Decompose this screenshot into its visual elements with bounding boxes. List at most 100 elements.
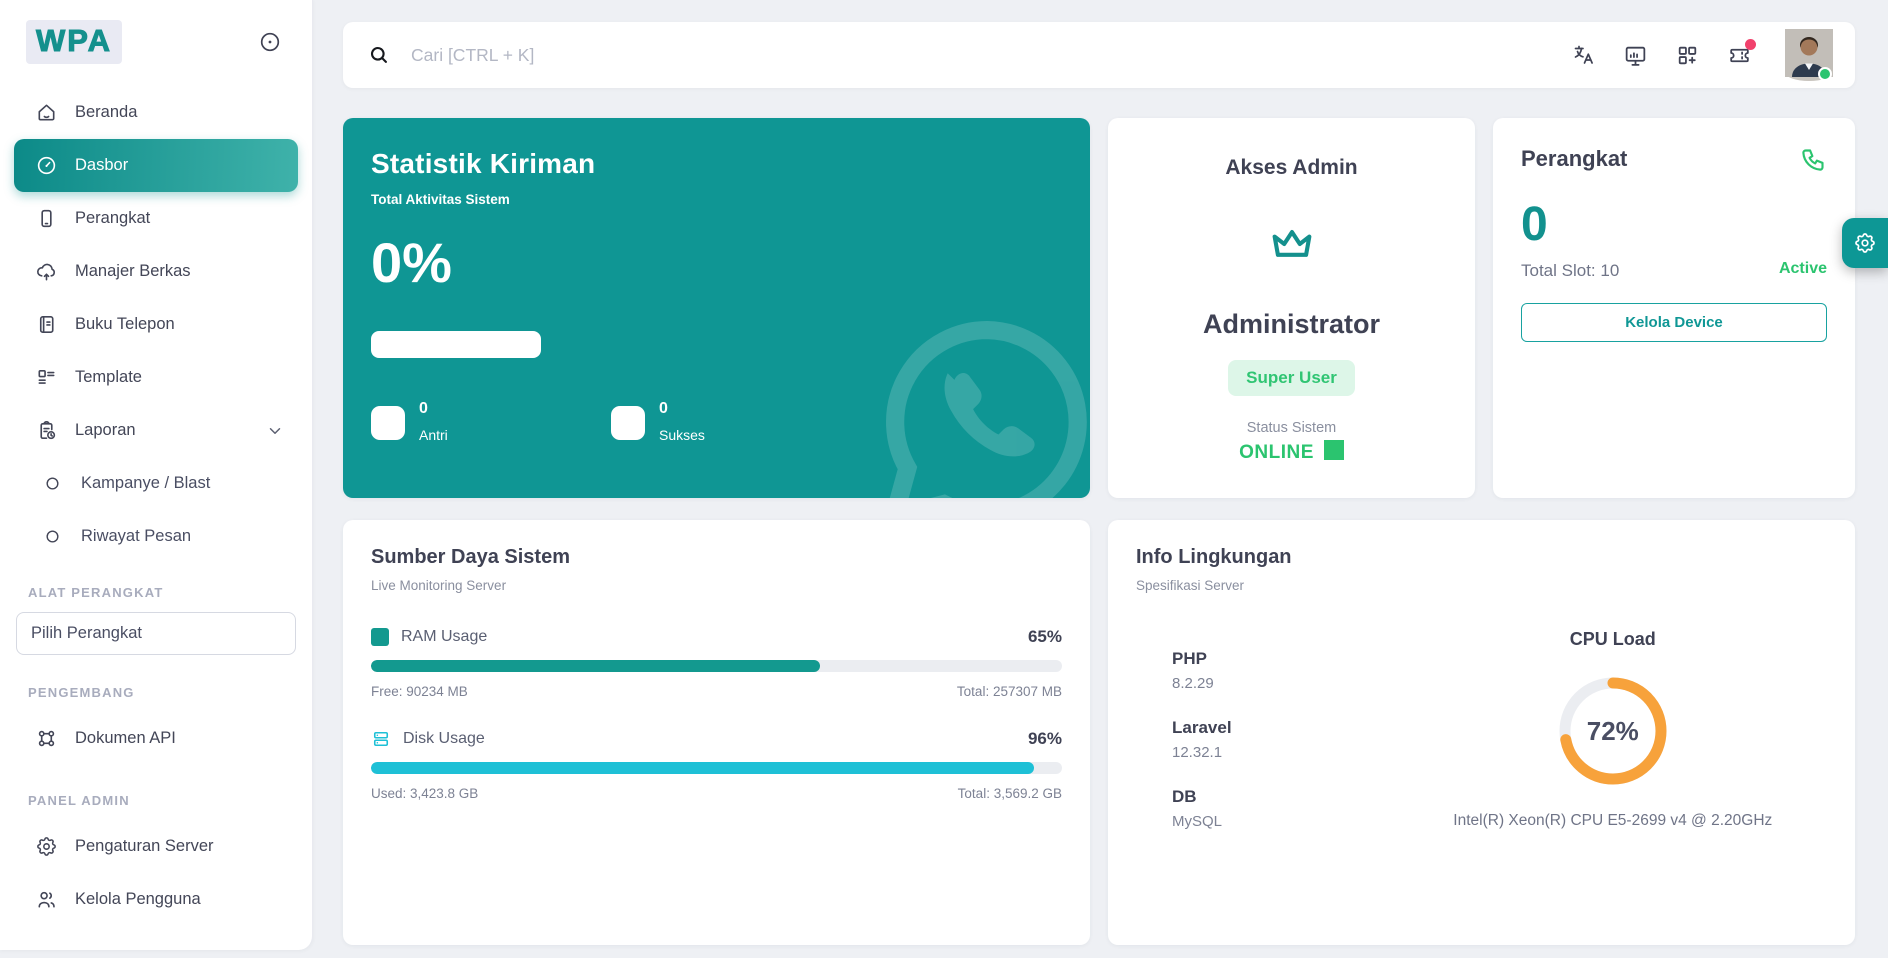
- ram-percent: 65%: [1027, 627, 1062, 646]
- admin-access-card: Akses Admin Administrator Super User Sta…: [1108, 118, 1475, 498]
- template-icon: [34, 366, 58, 389]
- device-count: 0: [1521, 198, 1548, 251]
- super-user-badge: Super User: [1228, 360, 1355, 396]
- sidebar-item-label: Perangkat: [75, 209, 151, 227]
- cpu-load-gauge: 72%: [1558, 676, 1668, 786]
- stats-card: Statistik Kiriman Total Aktivitas Sistem…: [343, 118, 1090, 498]
- sidebar-item-pengaturan-server[interactable]: Pengaturan Server: [14, 820, 298, 873]
- sidebar-item-laporan[interactable]: Laporan: [14, 404, 298, 457]
- sidebar-item-label: Buku Telepon: [75, 315, 175, 333]
- sidebar-toggle-icon[interactable]: [258, 30, 282, 54]
- sidebar-item-label: Riwayat Pesan: [81, 527, 192, 545]
- circle-icon: [40, 475, 64, 492]
- disk-usage-label: Disk Usage: [403, 730, 485, 747]
- sidebar-item-dokumen-api[interactable]: Dokumen API: [14, 712, 298, 765]
- env-card-title: Info Lingkungan: [1136, 546, 1292, 568]
- ram-usage-label: RAM Usage: [401, 628, 488, 645]
- spec-label: PHP: [1172, 649, 1207, 668]
- online-indicator-square: [1323, 440, 1344, 460]
- app-logo: WPA: [26, 20, 123, 64]
- disk-used-label: Used: 3,423.8 GB: [371, 786, 479, 801]
- section-label-panel-admin: PANEL ADMIN: [28, 793, 130, 808]
- section-label-pengembang: PENGEMBANG: [28, 685, 135, 700]
- crown-icon: [1108, 218, 1475, 275]
- metric-value: 0: [659, 400, 668, 417]
- sidebar-item-label: Dokumen API: [75, 729, 176, 747]
- search-input[interactable]: [411, 44, 1572, 66]
- phone-icon: [1800, 146, 1827, 173]
- devices-card: Perangkat 0 Active Total Slot: 10 Kelola…: [1493, 118, 1855, 498]
- ram-free-label: Free: 90234 MB: [371, 684, 468, 699]
- chevron-down-icon: [266, 422, 284, 440]
- spec-label: Laravel: [1172, 718, 1232, 737]
- env-card-subtitle: Spesifikasi Server: [1136, 578, 1245, 593]
- sidebar-item-kampanye-blast[interactable]: Kampanye / Blast: [14, 457, 298, 510]
- sidebar-item-beranda[interactable]: Beranda: [14, 86, 298, 139]
- stats-card-subtitle: Total Aktivitas Sistem: [371, 192, 510, 207]
- admin-role: Administrator: [1202, 309, 1381, 339]
- sidebar-item-perangkat[interactable]: Perangkat: [14, 192, 298, 245]
- total-slot-label: Total Slot: 10: [1521, 261, 1620, 280]
- system-resources-card: Sumber Daya Sistem Live Monitoring Serve…: [343, 520, 1090, 945]
- cpu-model-name: Intel(R) Xeon(R) CPU E5-2699 v4 @ 2.20GH…: [1453, 812, 1773, 829]
- address-book-icon: [34, 313, 58, 336]
- sidebar-item-label: Manajer Berkas: [75, 262, 191, 280]
- metric-label: Antri: [419, 427, 448, 443]
- resources-card-title: Sumber Daya Sistem: [371, 546, 570, 568]
- sidebar-item-riwayat-pesan[interactable]: Riwayat Pesan: [14, 510, 298, 563]
- disk-progress-fill: [371, 762, 1035, 774]
- sidebar-item-manajer-berkas[interactable]: Manajer Berkas: [14, 245, 298, 298]
- smartphone-icon: [34, 207, 58, 230]
- translate-icon[interactable]: [1572, 43, 1596, 67]
- notification-dot: [1745, 38, 1756, 50]
- admin-card-title: Akses Admin: [1225, 156, 1358, 179]
- settings-fab-button[interactable]: [1842, 218, 1888, 268]
- api-icon: [34, 727, 58, 750]
- sidebar-item-label: Kampanye / Blast: [81, 474, 211, 492]
- ram-swatch-icon: [371, 628, 389, 646]
- device-select[interactable]: Pilih Perangkat: [16, 612, 296, 655]
- metric-box-icon: [611, 406, 645, 440]
- sidebar-nav: Beranda Dasbor Perangkat Manajer Berkas …: [14, 86, 298, 926]
- stats-percent: 0%: [371, 231, 452, 294]
- system-status-label: Status Sistem: [1246, 420, 1337, 436]
- manage-device-button[interactable]: Kelola Device: [1521, 303, 1827, 342]
- section-label-alat-perangkat: ALAT PERANGKAT: [28, 585, 164, 600]
- cpu-percent: 72%: [1586, 715, 1639, 746]
- devices-card-title: Perangkat: [1521, 146, 1628, 171]
- disk-percent: 96%: [1027, 729, 1062, 748]
- gear-icon: [1853, 231, 1877, 255]
- resources-card-subtitle: Live Monitoring Server: [371, 578, 507, 593]
- ticket-icon[interactable]: [1727, 38, 1756, 68]
- sidebar-item-label: Kelola Pengguna: [75, 890, 201, 908]
- active-label: Active: [1778, 260, 1827, 277]
- sidebar-item-label: Pengaturan Server: [75, 837, 214, 855]
- metric-value: 0: [419, 400, 428, 417]
- sidebar-item-label: Laporan: [75, 421, 136, 439]
- ram-total-label: Total: 257307 MB: [956, 684, 1062, 699]
- spec-value: 12.32.1: [1172, 744, 1223, 761]
- gauge-icon: [34, 154, 58, 177]
- sidebar-item-label: Beranda: [75, 103, 138, 121]
- metric-box-icon: [371, 406, 405, 440]
- sidebar-item-template[interactable]: Template: [14, 351, 298, 404]
- sidebar-item-kelola-pengguna[interactable]: Kelola Pengguna: [14, 873, 298, 926]
- spec-label: DB: [1172, 787, 1197, 806]
- disk-progress-track: [371, 762, 1062, 774]
- sidebar-item-label: Template: [75, 368, 142, 386]
- gear-icon: [34, 835, 58, 858]
- topbar: [343, 22, 1855, 88]
- sidebar-item-dasbor[interactable]: Dasbor: [14, 139, 298, 192]
- monitor-analytics-icon[interactable]: [1623, 43, 1648, 68]
- users-icon: [34, 888, 58, 911]
- apps-grid-add-icon[interactable]: [1675, 43, 1700, 68]
- environment-info-card: Info Lingkungan Spesifikasi Server PHP 8…: [1108, 520, 1855, 945]
- sidebar-item-buku-telepon[interactable]: Buku Telepon: [14, 298, 298, 351]
- main-content: Statistik Kiriman Total Aktivitas Sistem…: [313, 0, 1888, 958]
- metric-antri: 0 Antri: [371, 400, 611, 443]
- disk-total-label: Total: 3,569.2 GB: [957, 786, 1062, 801]
- server-specs: PHP 8.2.29 Laravel 12.32.1 DB MySQL: [1136, 629, 1399, 856]
- whatsapp-watermark-icon: [872, 309, 1090, 498]
- online-status-dot: [1818, 66, 1832, 81]
- cpu-load-title: CPU Load: [1569, 629, 1656, 649]
